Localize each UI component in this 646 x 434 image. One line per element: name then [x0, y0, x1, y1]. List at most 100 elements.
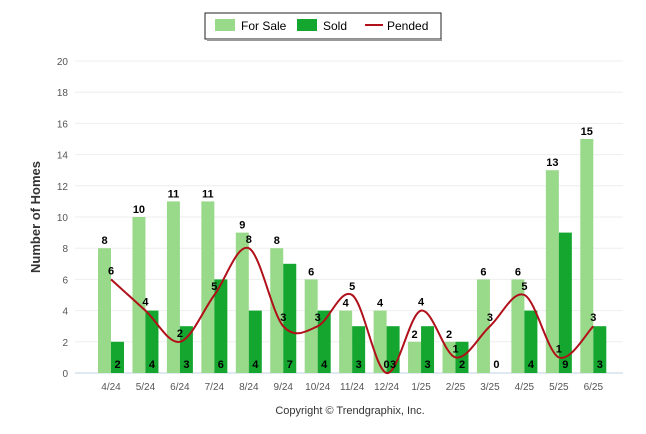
pended-value-label: 3	[315, 312, 321, 324]
y-axis-ticks: 0 2 4 6 8 10 12 14 16 18 20	[57, 57, 69, 380]
x-tick-label: 2/25	[446, 382, 466, 393]
for-sale-bar	[545, 170, 559, 373]
sold-value-label: 3	[424, 359, 430, 371]
sold-bar	[558, 232, 572, 373]
pended-value-label: 1	[452, 343, 458, 355]
for-sale-value-label: 11	[168, 188, 180, 200]
x-tick-label: 7/24	[205, 382, 225, 393]
sold-value-label: 2	[459, 359, 465, 371]
x-tick-label: 12/24	[374, 382, 399, 393]
sold-bar	[352, 326, 366, 373]
x-tick-label: 1/25	[411, 382, 431, 393]
x-tick-label: 9/24	[274, 382, 294, 393]
pended-line-path	[110, 246, 595, 374]
sold-bar	[317, 310, 331, 373]
sold-value-label: 4	[252, 359, 259, 371]
pended-value-label: 2	[177, 328, 183, 340]
sold-bar	[524, 310, 538, 373]
for-sale-bar	[132, 217, 146, 373]
for-sale-bar	[408, 341, 422, 373]
pended-value-label: 0	[384, 359, 390, 371]
sold-bar	[179, 326, 193, 373]
y-tick-label: 6	[62, 275, 68, 286]
for-sale-value-label: 8	[274, 235, 280, 247]
x-tick-label: 11/24	[340, 382, 365, 393]
pended-value-label: 1	[556, 343, 562, 355]
sold-value-label: 6	[218, 359, 224, 371]
sold-value-label: 3	[356, 359, 362, 371]
y-tick-label: 20	[57, 57, 69, 68]
pended-value-label: 3	[590, 312, 596, 324]
x-tick-label: 3/25	[480, 382, 500, 393]
for-sale-value-label: 4	[377, 298, 384, 310]
for-sale-value-label: 11	[202, 188, 214, 200]
for-sale-value-label: 15	[581, 126, 593, 138]
sold-value-label: 7	[287, 359, 293, 371]
for-sale-bar	[98, 248, 111, 373]
legend-swatch-sold	[297, 19, 317, 31]
y-tick-label: 10	[57, 213, 69, 224]
sold-bar	[214, 279, 228, 373]
y-axis-title: Number of Homes	[28, 161, 43, 273]
sold-value-label: 4	[149, 359, 156, 371]
pended-value-label: 3	[280, 312, 286, 324]
sold-bar	[593, 326, 607, 373]
for-sale-value-label: 9	[239, 220, 245, 232]
sold-value-label: 0	[493, 359, 499, 371]
for-sale-value-label: 6	[515, 266, 521, 278]
for-sale-bar	[339, 310, 353, 373]
for-sale-value-label: 6	[308, 266, 314, 278]
for-sale-bar	[442, 341, 456, 373]
y-tick-label: 4	[62, 307, 68, 318]
pended-value-label: 5	[349, 281, 355, 293]
pended-value-label: 8	[246, 234, 252, 246]
y-tick-label: 8	[62, 244, 68, 255]
sold-value-label: 4	[528, 359, 535, 371]
x-tick-label: 5/24	[136, 382, 156, 393]
sold-value-label: 3	[597, 359, 603, 371]
for-sale-bar	[201, 201, 215, 373]
sold-value-label: 2	[114, 359, 120, 371]
for-sale-value-label: 6	[480, 266, 486, 278]
for-sale-value-label: 10	[133, 204, 145, 216]
sold-value-label: 3	[183, 359, 189, 371]
pended-value-label: 4	[142, 297, 149, 309]
x-tick-label: 8/24	[239, 382, 259, 393]
sold-bar	[283, 263, 297, 373]
legend-swatch-for-sale	[215, 19, 235, 31]
for-sale-bar	[304, 279, 318, 373]
copyright-text: Copyright © Trendgraphix, Inc.	[275, 405, 424, 417]
legend-label-sold: Sold	[323, 19, 347, 33]
pended-value-label: 5	[521, 281, 527, 293]
x-tick-label: 6/25	[584, 382, 604, 393]
for-sale-bar	[511, 279, 525, 373]
legend: For Sale Sold Pended	[204, 12, 442, 41]
legend-label-for-sale: For Sale	[241, 19, 287, 33]
sold-bar	[145, 310, 159, 373]
y-tick-label: 16	[57, 119, 69, 130]
legend-box	[204, 12, 442, 40]
pended-value-label: 6	[108, 265, 114, 277]
for-sale-bar	[580, 139, 594, 373]
x-tick-label: 5/25	[549, 382, 569, 393]
sold-bar	[421, 326, 435, 373]
y-tick-label: 14	[57, 151, 69, 162]
bars	[98, 139, 607, 373]
x-tick-label: 6/24	[170, 382, 190, 393]
x-tick-label: 4/25	[515, 382, 535, 393]
pended-value-label: 5	[211, 281, 217, 293]
sold-value-label: 3	[390, 359, 396, 371]
y-tick-label: 12	[57, 182, 69, 193]
for-sale-value-label: 2	[446, 329, 452, 341]
x-tick-label: 10/24	[305, 382, 330, 393]
for-sale-bar	[270, 248, 284, 373]
data-labels: 8210411311694876443432322606413915364258…	[101, 126, 602, 371]
for-sale-bar	[166, 201, 180, 373]
for-sale-bar	[235, 232, 249, 373]
pended-value-label: 4	[418, 297, 425, 309]
y-tick-label: 0	[62, 369, 68, 380]
for-sale-value-label: 8	[101, 235, 107, 247]
pended-value-label: 3	[487, 312, 493, 324]
pended-line	[110, 246, 595, 374]
